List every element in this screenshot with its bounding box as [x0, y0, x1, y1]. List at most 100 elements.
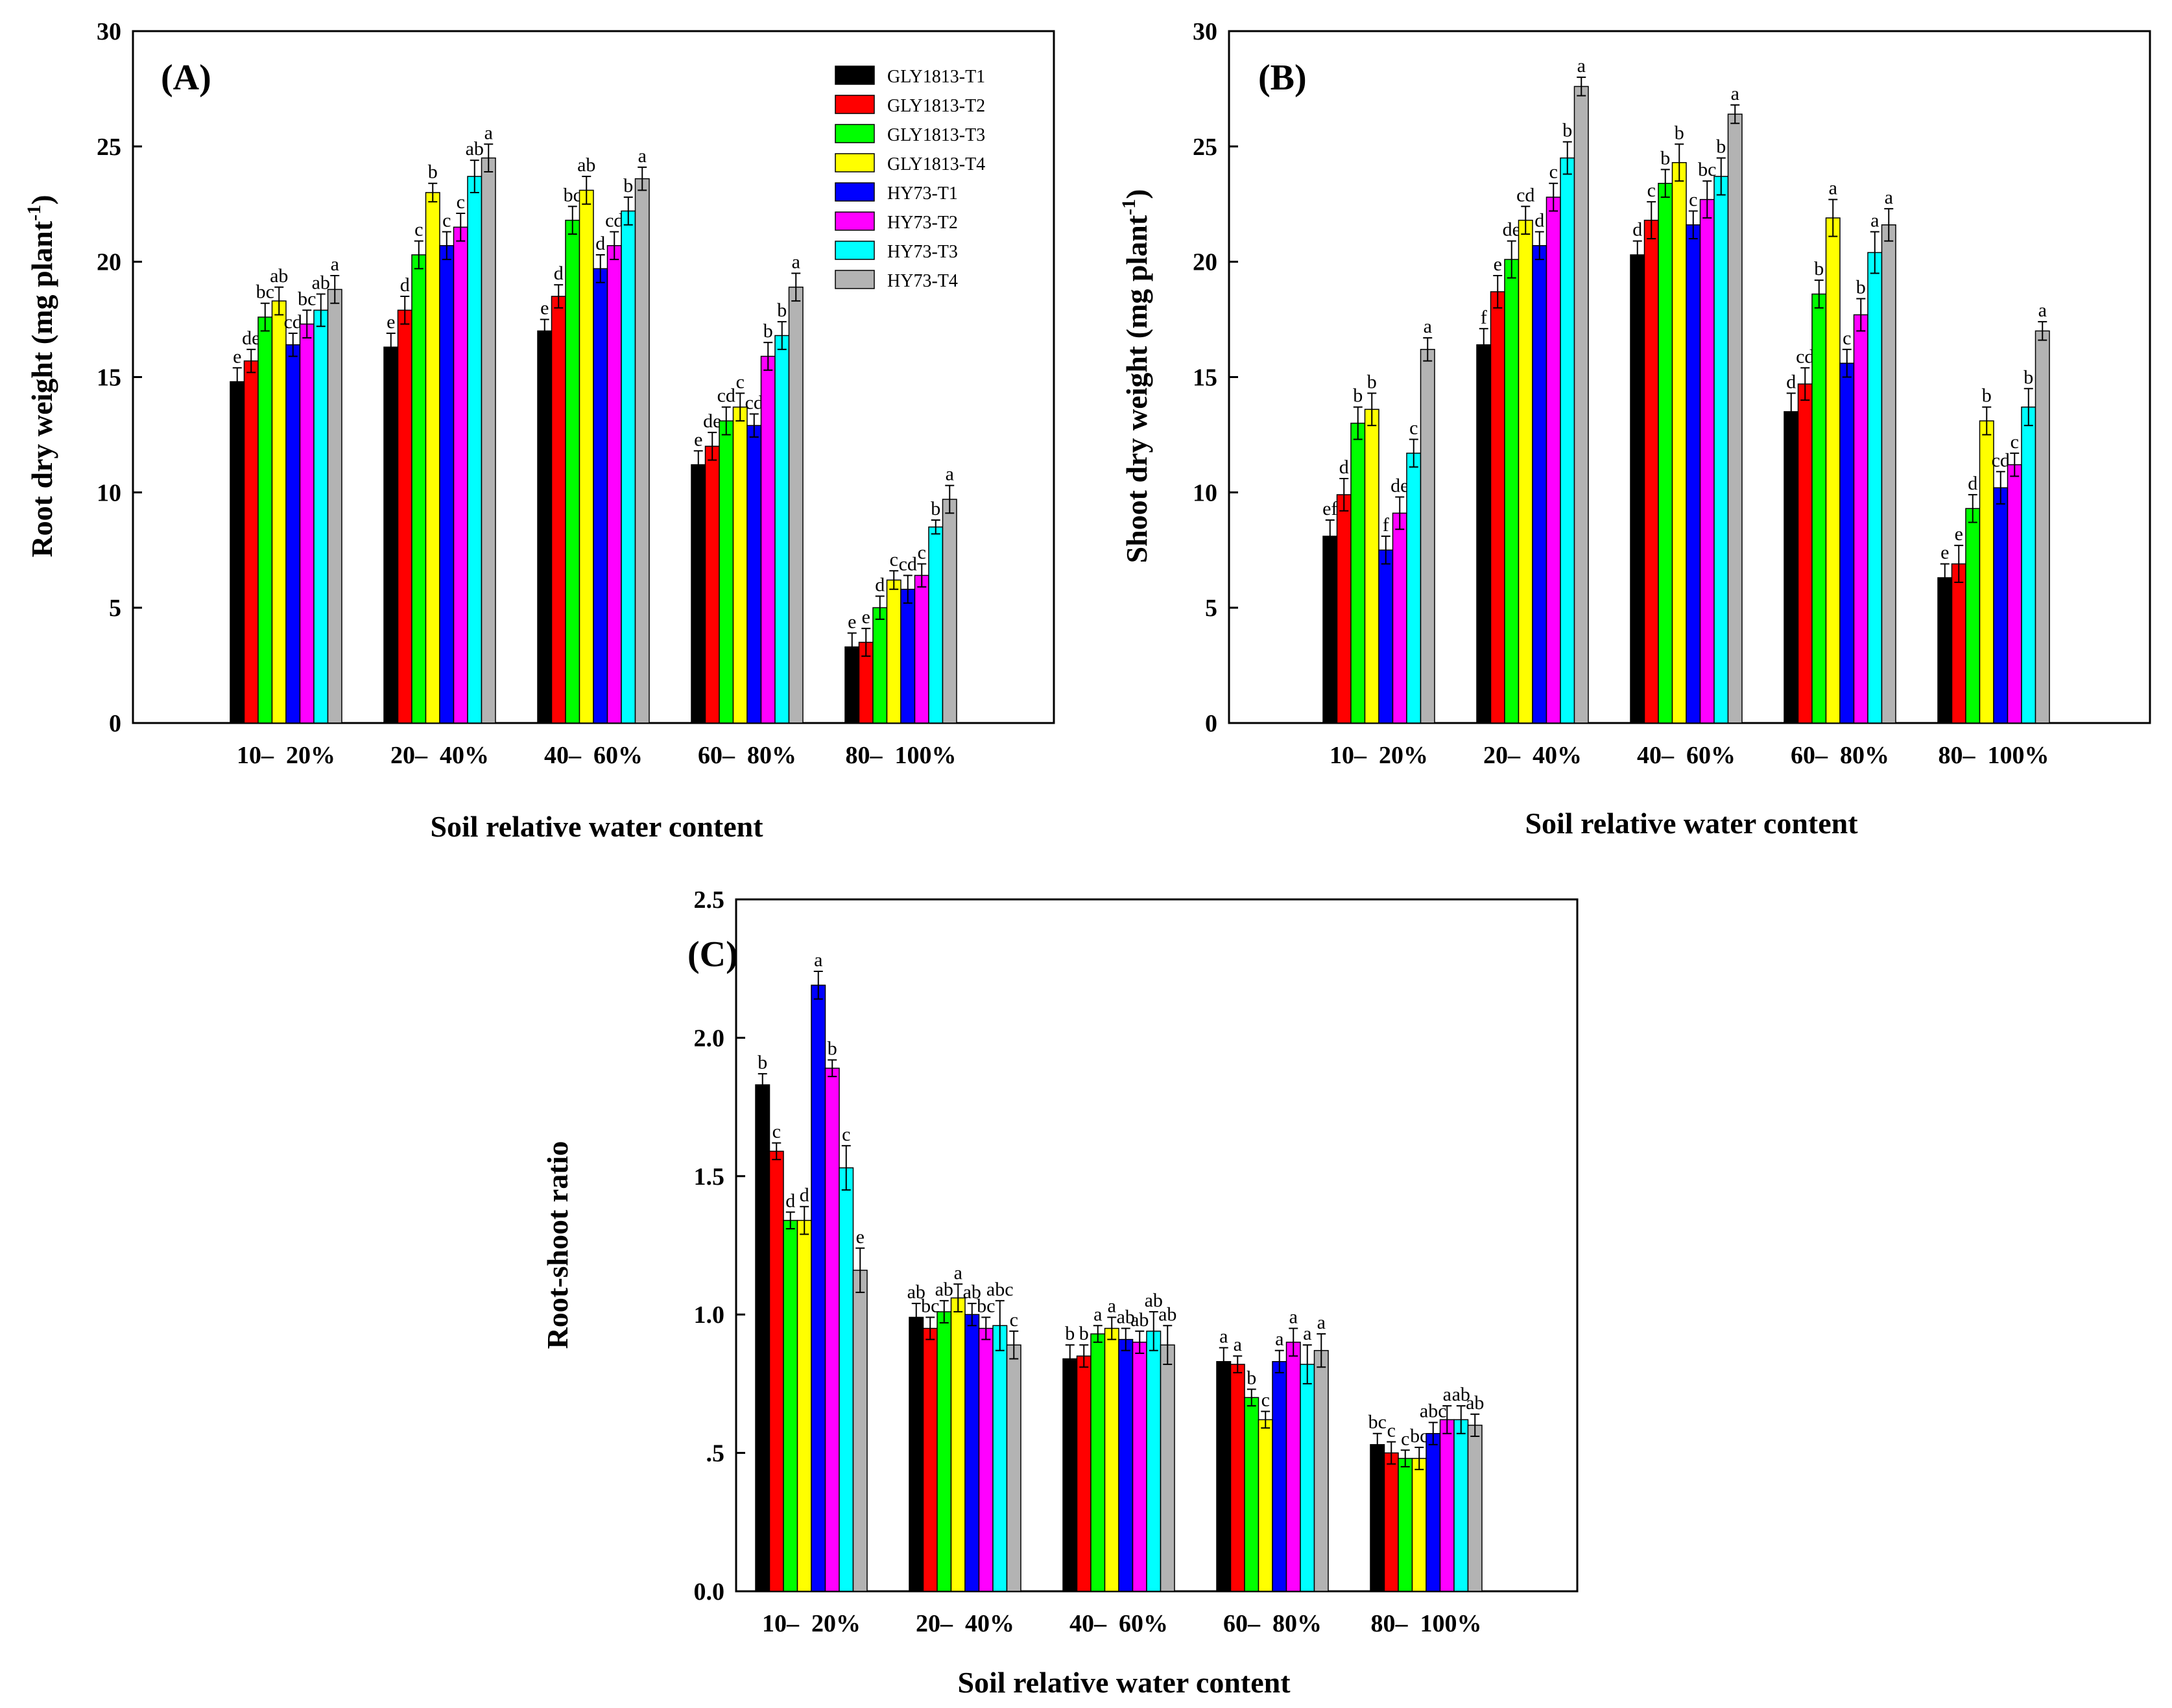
legend-entry: HY73-T3: [887, 242, 958, 262]
significance-letter: e: [848, 611, 856, 632]
y-axis-title-end: ): [1120, 189, 1153, 198]
bar-hy73-t2: [978, 1327, 994, 1592]
significance-letter: a: [638, 145, 647, 167]
legend: GLY1813-T1 GLY1813-T2 GLY1813-T3 GLY1813-T4…: [835, 65, 985, 291]
bar-hy73-t1: [746, 425, 762, 724]
significance-letter: c: [414, 219, 423, 241]
bar-gly1813-t3: [257, 316, 273, 724]
significance-letter: ef: [1322, 498, 1337, 519]
significance-letter: a: [946, 464, 954, 485]
bar-gly1813-t1: [537, 330, 553, 724]
bar-hy73-t1: [1686, 224, 1701, 724]
y-axis-title: Root-shoot ratio: [541, 1141, 574, 1349]
bar-hy73-t4: [1467, 1425, 1483, 1592]
significance-letter: ab: [270, 265, 288, 287]
significance-letter: de: [242, 327, 260, 349]
legend-swatch: [835, 211, 875, 231]
y-tick-label: 2.0: [694, 1025, 725, 1052]
legend-entry: GLY1813-T1: [887, 67, 985, 87]
significance-letter: a: [1093, 1303, 1102, 1325]
bar-gly1813-t2: [1076, 1355, 1092, 1592]
panel-label: (A): [161, 58, 211, 98]
significance-letter: cd: [1516, 184, 1534, 206]
y-tick-label: 0: [1205, 710, 1217, 737]
bar-gly1813-t1: [1370, 1444, 1385, 1592]
x-axis-title: Soil relative water content: [1525, 807, 1858, 840]
bar-hy73-t4: [2035, 330, 2050, 724]
bar-hy73-t3: [1453, 1419, 1469, 1592]
significance-letter: a: [1829, 178, 1837, 199]
bar-hy73-t2: [1853, 314, 1868, 724]
significance-letter: a: [1275, 1329, 1283, 1350]
bar-gly1813-t4: [579, 189, 594, 724]
bar-gly1813-t1: [1216, 1361, 1232, 1592]
significance-letter: c: [1647, 180, 1656, 201]
x-category-label: 10– 20%: [237, 742, 335, 769]
bar-hy73-t1: [1272, 1361, 1287, 1592]
significance-letter: d: [554, 263, 564, 284]
bar-gly1813-t2: [1490, 291, 1505, 724]
bar-gly1813-t2: [704, 445, 720, 724]
significance-letter: bc: [1698, 159, 1716, 180]
x-category-label: 60– 80%: [1791, 742, 1889, 769]
bar-hy73-t4: [1313, 1349, 1329, 1592]
significance-letter: de: [1390, 475, 1409, 496]
bar-gly1813-t3: [1504, 259, 1520, 724]
bar-hy73-t4: [1881, 224, 1896, 724]
bar-hy73-t1: [439, 245, 455, 724]
significance-letter: bc: [977, 1295, 995, 1316]
bar-hy73-t3: [839, 1167, 854, 1592]
bar-hy73-t1: [964, 1314, 980, 1592]
y-tick-label: 20: [97, 249, 121, 276]
bar-hy73-t3: [1867, 252, 1883, 724]
bar-gly1813-t2: [551, 296, 566, 724]
bar-hy73-t4: [327, 289, 342, 724]
bar-gly1813-t4: [796, 1220, 812, 1592]
significance-letter: b: [1716, 136, 1726, 158]
significance-letter: abc: [1420, 1401, 1447, 1422]
significance-letter: c: [1689, 189, 1697, 210]
significance-letter: b: [777, 300, 787, 321]
bar-gly1813-t4: [425, 192, 440, 724]
significance-letter: bc: [1368, 1412, 1387, 1433]
bar-hy73-t1: [900, 588, 916, 724]
bar-hy73-t4: [788, 287, 804, 724]
significance-letter: f: [1481, 307, 1487, 328]
bar-hy73-t2: [1132, 1342, 1147, 1592]
significance-letter: b: [428, 161, 438, 183]
y-tick-label: 2.5: [694, 886, 725, 914]
bar-hy73-t1: [1378, 549, 1394, 724]
y-tick-label: .5: [706, 1440, 725, 1467]
bar-hy73-t2: [914, 575, 929, 724]
bar-hy73-t2: [1392, 512, 1407, 724]
y-tick-label: 1.0: [694, 1301, 725, 1329]
significance-letter: b: [1982, 385, 1992, 407]
significance-letter: b: [931, 498, 940, 519]
y-tick-label: 0: [109, 710, 121, 737]
bar-gly1813-t4: [732, 406, 748, 724]
y-axis-title: Root dry weight (mg plant-1): [23, 195, 58, 557]
significance-letter: cd: [745, 392, 763, 413]
bar-hy73-t3: [928, 526, 944, 724]
significance-letter: ab: [466, 138, 484, 160]
significance-letter: a: [792, 251, 800, 272]
y-tick-label: 5: [1205, 595, 1217, 622]
bar-hy73-t4: [942, 499, 957, 724]
x-category-label: 80– 100%: [846, 742, 957, 769]
bar-gly1813-t3: [937, 1311, 952, 1592]
bar-hy73-t2: [1285, 1342, 1301, 1592]
bar-gly1813-t4: [1825, 217, 1841, 724]
bar-gly1813-t2: [1643, 219, 1659, 724]
significance-letter: b: [1367, 371, 1377, 392]
y-tick-label: 5: [109, 595, 121, 622]
significance-letter: a: [2038, 300, 2047, 321]
significance-letter: b: [1660, 147, 1670, 169]
bar-gly1813-t3: [1090, 1333, 1106, 1592]
legend-swatch: [835, 182, 875, 202]
significance-letter: b: [758, 1052, 767, 1073]
significance-letter: ab: [1452, 1384, 1470, 1405]
legend-swatch: [835, 124, 875, 143]
bar-gly1813-t1: [383, 346, 399, 724]
bar-hy73-t2: [453, 226, 468, 724]
significance-letter: bc: [1410, 1425, 1428, 1447]
